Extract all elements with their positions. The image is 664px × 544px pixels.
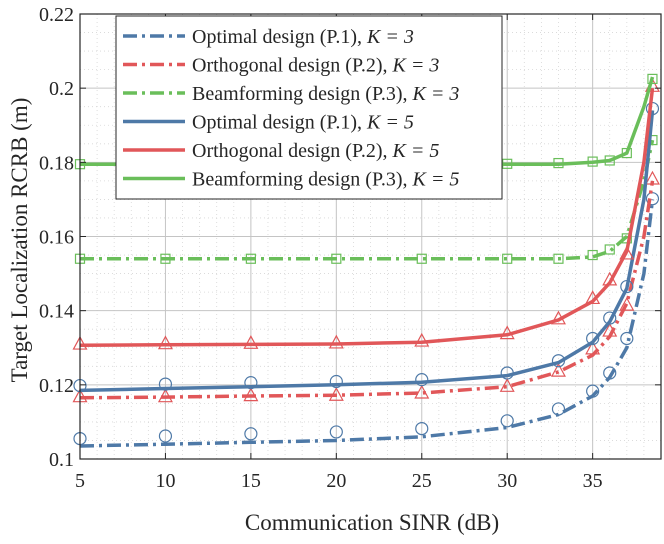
square-marker	[502, 158, 513, 169]
triangle-marker	[550, 362, 566, 377]
triangle-marker	[243, 387, 259, 402]
circle-marker	[620, 279, 634, 294]
legend-entry: Beamforming design (P.3), K = 5	[192, 169, 459, 191]
circle-marker	[551, 402, 566, 416]
circle-marker	[158, 429, 173, 443]
y-tick-label: 0.14	[39, 301, 74, 323]
circle-marker	[415, 373, 429, 387]
square-marker	[604, 244, 615, 255]
series-1	[73, 192, 660, 448]
triangle-marker	[243, 335, 259, 349]
series-5	[72, 78, 660, 350]
square-marker	[621, 147, 632, 159]
square-marker	[331, 253, 342, 264]
triangle-marker	[328, 334, 344, 349]
series-line	[79, 199, 655, 448]
y-tick-label: 0.1	[49, 449, 74, 471]
circle-marker	[603, 311, 617, 325]
legend-entry: Orthogonal design (P.2), K = 5	[192, 140, 439, 162]
x-tick-label: 15	[241, 470, 261, 492]
y-axis-label: Target Localization RCRB (m)	[7, 98, 32, 383]
circle-marker	[620, 331, 634, 346]
triangle-marker	[619, 296, 635, 311]
triangle-marker	[602, 322, 618, 337]
triangle-marker	[585, 340, 601, 355]
y-tick-label: 0.22	[39, 4, 74, 26]
legend: Optimal design (P.1), K = 3 Orthogonal de…	[115, 15, 503, 200]
series-2	[72, 170, 660, 403]
x-tick-label: 20	[326, 470, 346, 492]
circle-marker	[500, 414, 514, 428]
series-line	[79, 110, 655, 393]
triangle-marker	[550, 310, 566, 325]
x-tick-label: 35	[583, 470, 603, 492]
triangle-marker	[619, 245, 635, 260]
triangle-marker	[328, 386, 344, 401]
series-line	[79, 87, 655, 347]
series-line	[80, 139, 655, 261]
circle-marker	[244, 376, 258, 390]
legend-entry: Optimal design (P.1), K = 3	[192, 26, 414, 48]
triangle-marker	[157, 388, 173, 403]
legend-entry: Optimal design (P.1), K = 5	[192, 112, 414, 134]
series-3	[74, 134, 658, 264]
circle-marker	[329, 425, 343, 439]
square-marker	[553, 157, 564, 169]
triangle-marker	[585, 290, 601, 305]
circle-marker	[415, 421, 429, 436]
tick-labels: 5 10 15 20 25 30 35 0.1 0.12 0.14 0.16 0.18 0.2 0.22	[39, 4, 603, 492]
triangle-marker	[414, 332, 430, 347]
x-tick-label: 10	[155, 470, 175, 492]
triangle-marker	[499, 378, 515, 392]
square-marker	[160, 253, 171, 264]
square-marker	[587, 249, 598, 261]
y-tick-label: 0.12	[39, 375, 74, 397]
circle-marker	[586, 331, 600, 346]
x-axis-label: Communication SINR (dB)	[245, 510, 499, 535]
triangle-marker	[644, 170, 660, 185]
square-marker	[587, 156, 598, 167]
series-line	[79, 180, 655, 400]
y-tick-label: 0.2	[49, 78, 74, 100]
triangle-marker	[414, 384, 430, 399]
legend-box	[115, 15, 503, 200]
triangle-marker	[499, 325, 515, 340]
legend-entry: Orthogonal design (P.2), K = 3	[192, 55, 439, 77]
square-marker	[647, 73, 658, 84]
x-tick-label: 25	[412, 470, 432, 492]
square-marker	[416, 253, 427, 264]
y-tick-label: 0.16	[39, 227, 74, 249]
triangle-marker	[157, 335, 173, 350]
legend-entry: Beamforming design (P.3), K = 3	[192, 83, 459, 105]
circle-marker	[586, 384, 600, 398]
circle-marker	[329, 374, 343, 389]
circle-marker	[244, 427, 258, 441]
x-tick-label: 5	[75, 470, 85, 492]
circle-marker	[645, 192, 660, 206]
series-4	[73, 101, 660, 393]
circle-marker	[500, 366, 514, 380]
axes-frame	[79, 13, 662, 460]
x-tick-label: 30	[497, 470, 517, 492]
square-marker	[245, 253, 256, 264]
circle-marker	[551, 354, 566, 368]
y-tick-label: 0.18	[39, 152, 74, 174]
square-marker	[604, 155, 615, 166]
circle-marker	[158, 377, 173, 391]
square-marker	[502, 253, 513, 264]
circle-marker	[603, 366, 617, 380]
triangle-marker	[602, 271, 618, 286]
square-marker	[553, 253, 564, 264]
